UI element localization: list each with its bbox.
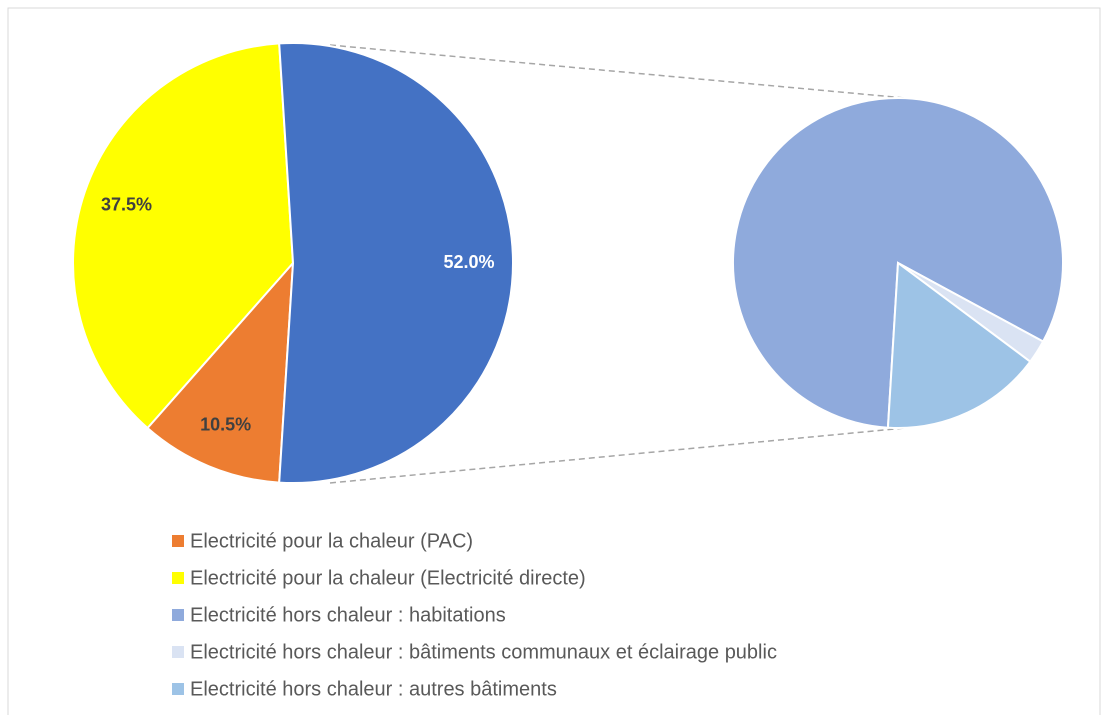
connector-line	[329, 427, 906, 484]
legend-swatch	[172, 609, 184, 621]
legend-label: Electricité hors chaleur : habitations	[190, 604, 506, 626]
pie-slice	[278, 42, 514, 484]
legend-swatch	[172, 683, 184, 695]
data-label: 37.5%	[101, 195, 152, 215]
legend-label: Electricité hors chaleur : autres bâtime…	[190, 678, 557, 700]
pie-slice	[886, 261, 1032, 429]
legend-label: Electricité pour la chaleur (Electricité…	[190, 567, 586, 589]
legend-swatch	[172, 572, 184, 584]
pie-slice	[72, 42, 295, 430]
data-label: 10.5%	[200, 414, 251, 434]
chart-border	[7, 7, 1101, 715]
legend-swatch	[172, 535, 184, 547]
connector-line	[329, 44, 906, 99]
data-label: 52.0%	[443, 252, 494, 272]
legend-label: Electricité pour la chaleur (PAC)	[190, 530, 473, 552]
pie-slice	[146, 260, 295, 484]
legend-swatch	[172, 646, 184, 658]
legend-label: Electricité hors chaleur : bâtiments com…	[190, 641, 777, 663]
